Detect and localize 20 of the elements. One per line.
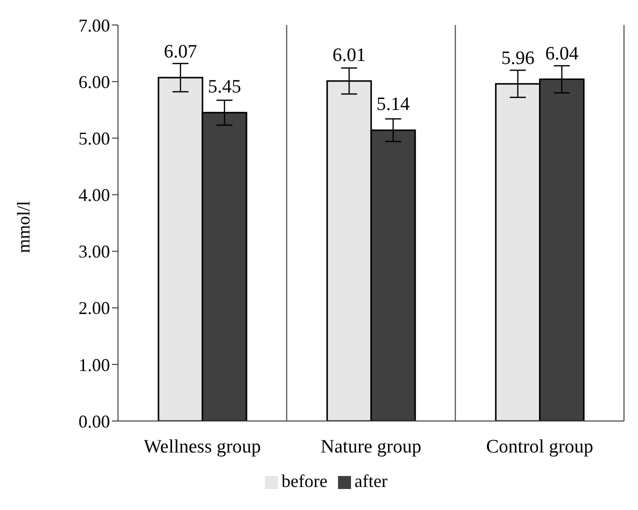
y-tick-label: 5.00 (78, 128, 110, 149)
y-tick-label: 0.00 (78, 411, 110, 432)
data-label: 6.07 (164, 42, 198, 63)
data-label: 6.04 (545, 43, 579, 64)
x-tick-label: Control group (486, 436, 594, 458)
y-tick-label: 4.00 (78, 185, 110, 206)
x-tick-label: Wellness group (144, 436, 261, 458)
data-label: 5.96 (501, 48, 534, 69)
y-axis-title: mmol/l (13, 200, 34, 253)
legend-label: after (354, 471, 388, 491)
data-label: 5.45 (208, 76, 242, 98)
y-tick-label: 1.00 (78, 354, 110, 375)
y-tick-label: 3.00 (78, 242, 110, 262)
data-label: 5.14 (376, 94, 410, 116)
y-tick-label: 7.00 (78, 15, 110, 36)
legend-label: before (282, 471, 328, 491)
data-label: 6.01 (332, 45, 366, 66)
x-tick-label: Nature group (320, 436, 422, 458)
y-tick-label: 2.00 (78, 298, 110, 318)
y-tick-label: 6.00 (78, 72, 110, 92)
